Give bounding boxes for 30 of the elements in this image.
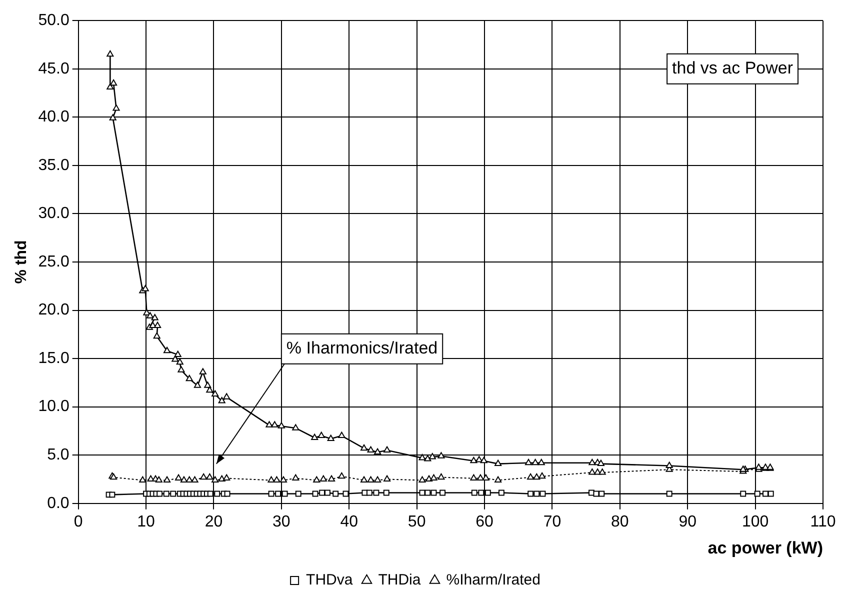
x-tick-label: 10 xyxy=(137,513,156,530)
y-tick-label: 50.0 xyxy=(38,12,70,30)
y-tick-label: 45.0 xyxy=(38,60,70,78)
legend-label: %Iharm/Irated xyxy=(446,572,540,589)
legend-label: THDia xyxy=(378,572,422,589)
y-tick-label: 30.0 xyxy=(38,205,70,222)
x-tick-label: 20 xyxy=(204,513,223,530)
y-tick-label: 15.0 xyxy=(38,350,70,367)
x-tick-label: 70 xyxy=(543,513,562,530)
x-tick-label: 40 xyxy=(340,513,358,530)
y-tick-label: 0.0 xyxy=(47,494,70,512)
x-tick-label: 100 xyxy=(742,513,769,530)
y-tick-label: 35.0 xyxy=(38,156,70,174)
y-tick-label: 10.0 xyxy=(38,398,70,416)
y-axis-title: % thd xyxy=(13,240,30,284)
y-tick-label: 25.0 xyxy=(38,253,70,270)
x-tick-label: 80 xyxy=(611,513,629,530)
y-tick-label: 5.0 xyxy=(47,446,70,464)
x-axis-title: ac power (kW) xyxy=(708,538,823,558)
y-tick-label: 20.0 xyxy=(38,302,70,319)
text: thd vs ac Power xyxy=(672,58,794,78)
legend-label: THDva xyxy=(306,572,354,589)
x-tick-label: 60 xyxy=(476,513,494,530)
x-tick-label: 0 xyxy=(74,513,83,530)
x-tick-label: 50 xyxy=(408,513,426,530)
x-tick-label: 110 xyxy=(810,513,836,530)
x-tick-label: 90 xyxy=(678,513,697,530)
annotation: % Iharmonics/Irated xyxy=(286,338,438,358)
y-tick-label: 40.0 xyxy=(38,108,70,126)
x-tick-label: 30 xyxy=(272,513,290,530)
